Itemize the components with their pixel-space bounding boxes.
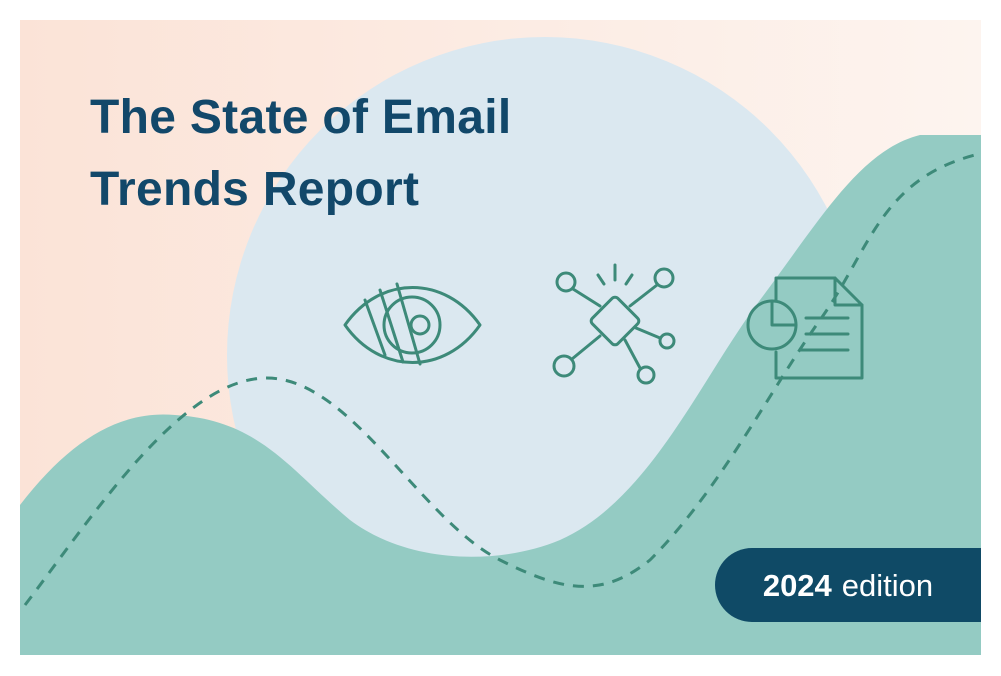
wave [20, 135, 981, 655]
eye-icon [343, 282, 482, 366]
badge-year: 2024 [763, 568, 833, 603]
badge-text: 2024 edition [763, 568, 933, 603]
badge-label: edition [842, 568, 933, 603]
title-line: The State of Email [90, 91, 512, 144]
title-line: Trends Report [90, 163, 419, 216]
badge [715, 548, 981, 622]
network-icon [552, 263, 676, 385]
dashed-line [23, 153, 976, 606]
illustration [20, 20, 981, 655]
document-icon [746, 276, 864, 380]
